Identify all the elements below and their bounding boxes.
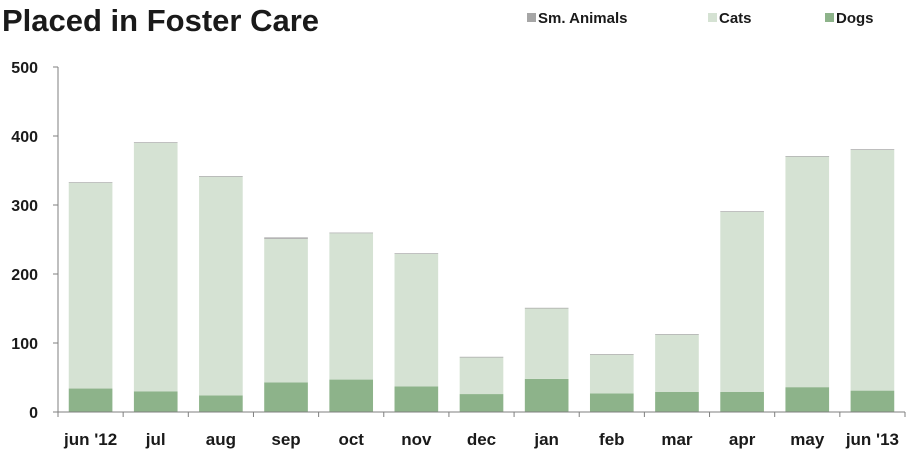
bar-segment-dogs [720, 391, 764, 412]
bar-segment-dogs [655, 391, 699, 412]
bar-segment-dogs [329, 379, 374, 412]
bar-segment-sm-animals [394, 253, 439, 254]
legend-swatch [527, 13, 536, 22]
bar-segment-sm-animals [720, 211, 764, 212]
legend-swatch [825, 13, 834, 22]
bar-segment-cats [589, 354, 634, 394]
bar-segment-dogs [459, 394, 504, 412]
legend-swatch [708, 13, 717, 22]
bar-segment-sm-animals [589, 354, 634, 355]
x-tick-label: may [790, 430, 825, 449]
bar-segment-sm-animals [850, 149, 895, 150]
bar-segment-sm-animals [459, 356, 504, 358]
bar-segment-cats [68, 182, 113, 389]
y-tick-label: 0 [29, 405, 38, 422]
y-tick-label: 500 [11, 60, 38, 77]
bar-segment-dogs [199, 395, 243, 412]
bar-segment-cats [459, 357, 504, 395]
bar-segment-dogs [785, 387, 830, 412]
bar-segment-dogs [850, 390, 895, 412]
x-tick-label: nov [401, 430, 432, 449]
legend: Sm. Animals Cats Dogs [527, 10, 874, 27]
bar-segment-sm-animals [264, 237, 308, 239]
legend-label: Cats [719, 10, 752, 27]
x-axis: jun '12 jul aug sep oct nov dec jan feb mar apr may… [57, 411, 906, 449]
bar-segment-dogs [524, 378, 569, 412]
y-tick-label: 300 [11, 198, 38, 215]
bar-segment-cats [133, 142, 178, 392]
x-tick-label: jun '12 [63, 430, 117, 449]
bar-segment-dogs [264, 382, 308, 412]
x-tick-label: mar [661, 430, 693, 449]
y-axis: 0 100 200 300 400 500 [11, 60, 59, 422]
bars [68, 142, 895, 412]
bar-segment-dogs [133, 391, 178, 412]
y-tick-label: 400 [11, 129, 38, 146]
y-tick-label: 200 [11, 267, 38, 284]
x-tick-label: jun '13 [845, 430, 899, 449]
chart-title: Placed in Foster Care [2, 3, 319, 38]
bar-segment-cats [655, 334, 699, 392]
bar-segment-dogs [589, 393, 634, 412]
bar-segment-sm-animals [68, 182, 113, 183]
bar-segment-cats [264, 238, 308, 383]
legend-item: Sm. Animals [527, 10, 627, 27]
bar-segment-cats [394, 253, 439, 387]
x-tick-label: aug [206, 430, 236, 449]
bar-segment-sm-animals [329, 232, 374, 234]
bar-segment-cats [850, 149, 895, 391]
bar-segment-cats [329, 233, 374, 380]
legend-item: Dogs [825, 10, 874, 27]
x-tick-label: sep [271, 430, 300, 449]
x-tick-label: oct [338, 430, 364, 449]
bar-segment-sm-animals [785, 156, 830, 157]
x-tick-label: feb [599, 430, 625, 449]
bar-segment-cats [199, 176, 243, 396]
bar-segment-sm-animals [133, 142, 178, 143]
bar-segment-dogs [68, 388, 113, 412]
x-tick-label: apr [729, 430, 756, 449]
bar-segment-sm-animals [524, 307, 569, 309]
x-tick-label: dec [467, 430, 496, 449]
x-tick-label: jul [145, 430, 166, 449]
x-tick-label: jan [533, 430, 559, 449]
bar-segment-cats [720, 211, 764, 392]
bar-segment-dogs [394, 386, 439, 412]
y-tick-label: 100 [11, 336, 38, 353]
bar-segment-sm-animals [199, 176, 243, 177]
legend-item: Cats [708, 10, 752, 27]
bar-segment-cats [524, 308, 569, 379]
bar-segment-sm-animals [655, 334, 699, 335]
bar-segment-cats [785, 156, 830, 388]
legend-label: Dogs [836, 10, 874, 27]
legend-label: Sm. Animals [538, 10, 627, 27]
